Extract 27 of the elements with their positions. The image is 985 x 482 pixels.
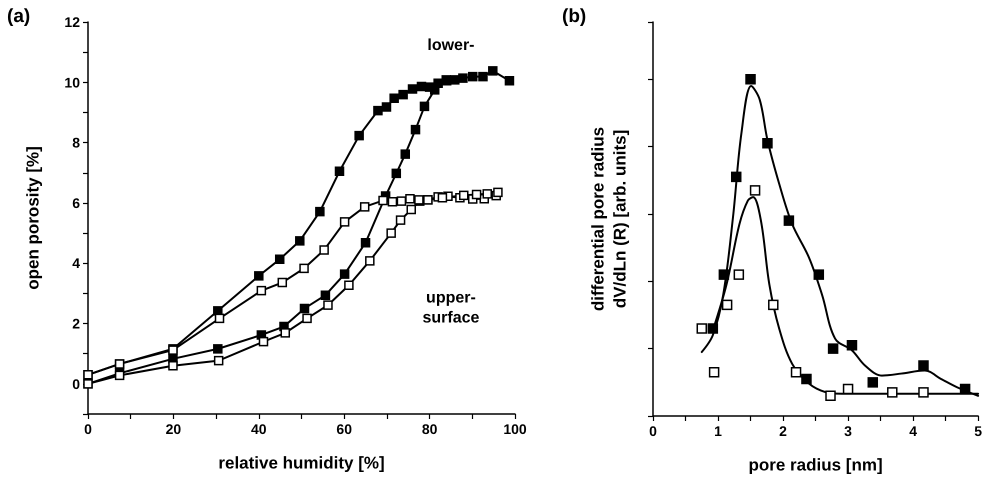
chart-title: (b) [562,6,586,27]
y-axis-title: open porosity [%] [24,146,42,290]
x-tick-label: 80 [422,421,438,437]
y-tick-label: 8 [72,134,80,151]
x-tick-label: 100 [503,421,527,437]
x-tick-label: 40 [251,421,267,437]
x-axis-title: relative humidity [%] [218,454,385,472]
y-axis-title: differential pore radius dV/dLn (R) [arb. units] [588,126,630,312]
x-tick-label: 20 [166,421,182,437]
x-tick-label: 4 [909,423,918,439]
x-tick-label: 2 [779,423,788,439]
x-tick-label: 3 [844,423,852,439]
x-tick-label: 1 [714,423,722,439]
x-tick-label: 5 [974,423,982,439]
x-tick-label: 0 [649,423,658,439]
annotation: lower- [427,37,475,54]
annotation: upper- surface [422,290,480,327]
y-tick-label: 0 [72,376,80,392]
x-axis-title: pore radius [nm] [748,456,883,474]
x-tick-label: 0 [84,421,92,437]
y-tick-label: 10 [64,74,80,90]
y-tick-label: 6 [72,194,80,211]
y-tick-label: 4 [72,255,80,272]
y-tick-label: 2 [72,316,80,332]
chart-title: (a) [7,6,30,27]
y-tick-label: 12 [64,14,80,30]
x-tick-label: 60 [336,421,352,437]
